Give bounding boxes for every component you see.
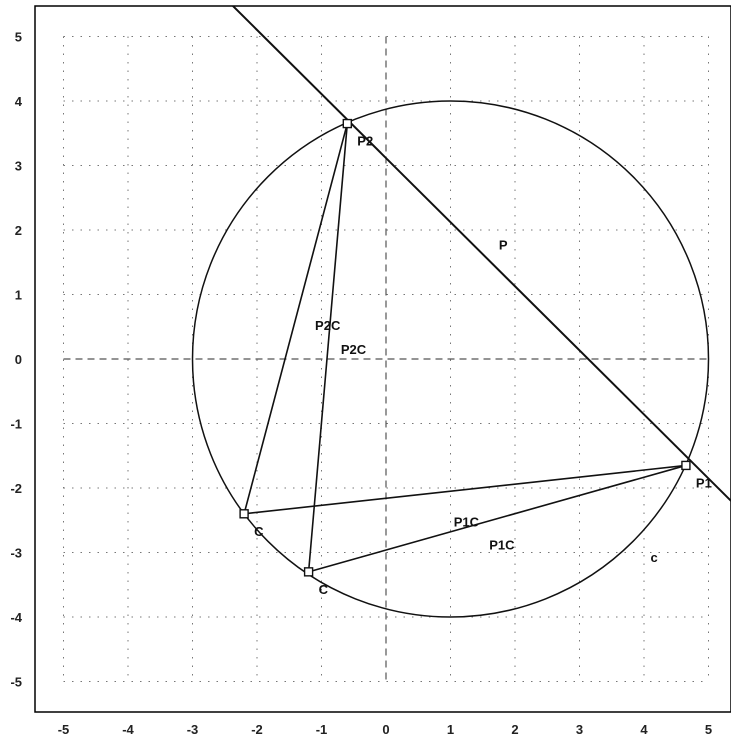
x-tick-label: 4 [640, 722, 648, 737]
segment-line [243, 123, 349, 515]
x-tick-label: -5 [58, 722, 70, 737]
point-marker [342, 118, 352, 129]
segment-line [244, 464, 687, 515]
y-tick-label: 0 [15, 352, 22, 367]
segment-label: P2C [341, 342, 367, 357]
x-tick-label: -1 [316, 722, 328, 737]
shapes [191, 6, 731, 618]
y-tick-label: -4 [10, 610, 22, 625]
x-tick-label: 1 [447, 722, 454, 737]
y-tick-label: -3 [10, 546, 22, 561]
circle-label: c [650, 550, 657, 565]
y-tick-label: 5 [15, 30, 22, 45]
point-label: C [254, 524, 264, 539]
point-label: P1 [696, 475, 712, 490]
x-tick-label: 2 [511, 722, 518, 737]
x-tick-label: -3 [187, 722, 199, 737]
line-label: P [499, 237, 508, 252]
x-tick-label: 0 [382, 722, 389, 737]
segment-line [308, 464, 687, 573]
point-label: C [319, 582, 329, 597]
point-marker [681, 460, 691, 471]
y-tick-label: -2 [10, 481, 22, 496]
x-tick-label: 5 [705, 722, 712, 737]
y-tick-label: 2 [15, 223, 22, 238]
y-tick-label: -5 [10, 675, 22, 690]
segment-label: P1C [454, 515, 480, 530]
line-p [231, 6, 731, 503]
y-tick-label: 4 [15, 94, 23, 109]
x-tick-label: 3 [576, 722, 583, 737]
point-label: P2 [357, 134, 373, 149]
y-tick-label: -1 [10, 417, 22, 432]
y-tick-label: 3 [15, 159, 22, 174]
tick-labels: -5 -4 -3 -2 -1 0 1 2 3 4 5 -5 -4 -3 -2 -1 0 1 2 3 4 5 [10, 30, 712, 738]
segment-label: P1C [489, 537, 515, 552]
y-tick-label: 1 [15, 288, 22, 303]
point-marker [303, 567, 314, 577]
point-marker [239, 509, 249, 519]
segment-line [307, 123, 349, 572]
segment-label: P2C [315, 318, 341, 333]
circle-c [191, 100, 710, 618]
x-tick-label: -2 [251, 722, 263, 737]
x-tick-label: -4 [122, 722, 134, 737]
